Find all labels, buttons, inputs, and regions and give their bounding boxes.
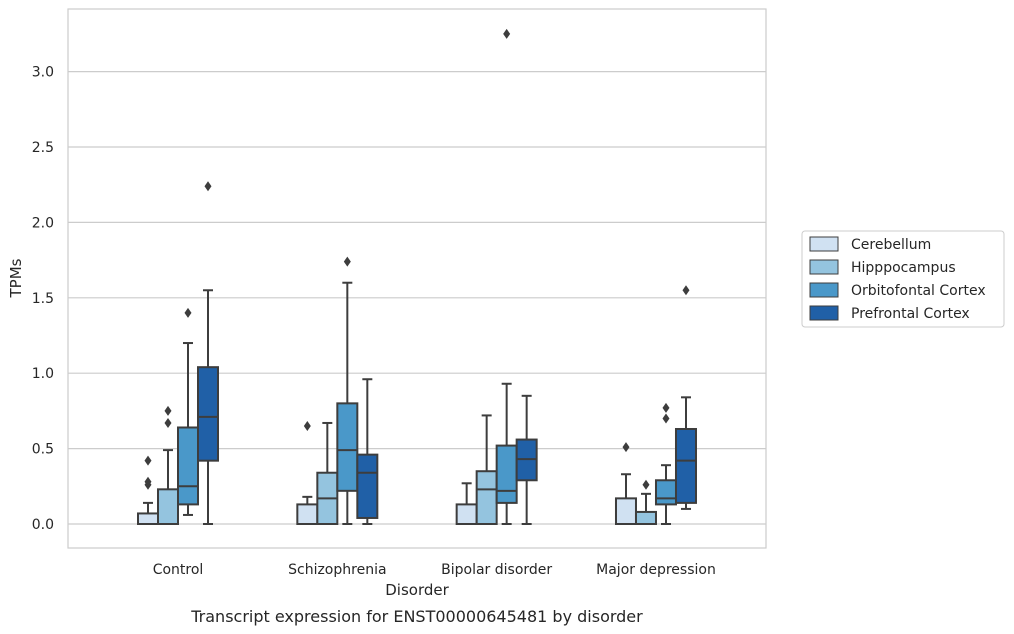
- y-tick-label: 2.5: [32, 140, 54, 156]
- box-body: [614, 497, 637, 526]
- x-axis-ticks: Control Schizophrenia Bipolar disorder Majo…: [153, 562, 716, 578]
- y-axis-title: TPMs: [7, 258, 25, 298]
- plot-frame: [67, 8, 767, 549]
- legend-entry: Cerebellum: [809, 236, 931, 253]
- box-body: [654, 479, 677, 506]
- outlier-point: [503, 28, 511, 39]
- legend-swatch: [809, 236, 839, 252]
- legend-entry: Prefrontal Cortex: [809, 305, 970, 322]
- outlier-point: [184, 307, 192, 318]
- y-tick-label: 3.0: [32, 65, 54, 81]
- box-body: [674, 427, 697, 504]
- outlier-point: [144, 476, 152, 487]
- box-3-1: [356, 378, 379, 525]
- box-body: [177, 426, 199, 506]
- legend-entry: Orbitofontal Cortex: [809, 282, 986, 299]
- box-2-2: [495, 28, 518, 525]
- y-tick-label: 0.0: [32, 517, 54, 533]
- box-body: [356, 453, 379, 519]
- box-2-0: [177, 307, 199, 516]
- outlier-point: [303, 420, 311, 431]
- outlier-point: [622, 442, 630, 453]
- outlier-point: [164, 417, 172, 428]
- legend-label: Prefrontal Cortex: [851, 306, 970, 322]
- box-body: [634, 510, 657, 526]
- legend-entry: Hipppocampus: [809, 259, 956, 276]
- box-0-3: [614, 442, 637, 526]
- box-1-2: [475, 414, 498, 525]
- x-tick-label: Bipolar disorder: [441, 562, 552, 578]
- legend-label: Hipppocampus: [851, 260, 956, 276]
- chart-caption: Transcript expression for ENST0000064548…: [190, 607, 643, 626]
- box-body: [197, 366, 219, 462]
- box-0-2: [455, 482, 478, 525]
- box-2-3: [654, 402, 677, 525]
- outlier-point: [682, 285, 690, 296]
- legend-swatch: [809, 259, 839, 275]
- outlier-point: [662, 402, 670, 413]
- box-0-0: [137, 455, 159, 525]
- x-tick-label: Major depression: [596, 562, 716, 578]
- y-axis-ticks: 0.0 0.5 1.0 1.5 2.0 2.5 3.0: [32, 65, 54, 533]
- box-1-1: [316, 421, 339, 525]
- y-tick-label: 1.0: [32, 366, 54, 382]
- box-3-2: [515, 394, 538, 525]
- outlier-point: [642, 479, 650, 490]
- outlier-point: [662, 413, 670, 424]
- box-2-1: [336, 256, 359, 525]
- legend: Cerebellum Hipppocampus Orbitofontal Corte…: [801, 230, 1005, 328]
- x-axis-title: Disorder: [385, 581, 449, 599]
- box-body: [137, 512, 159, 525]
- box-body: [336, 402, 359, 492]
- y-tick-label: 2.0: [32, 215, 54, 231]
- y-tick-label: 1.5: [32, 291, 54, 307]
- gridlines: [68, 70, 766, 525]
- x-tick-label: Control: [153, 562, 204, 578]
- legend-frame: [801, 230, 1005, 328]
- box-body: [157, 488, 179, 526]
- outlier-point: [204, 181, 212, 192]
- box-1-3: [634, 479, 657, 526]
- box-body: [455, 503, 478, 525]
- box-3-3: [674, 285, 697, 510]
- box-0-1: [296, 420, 319, 525]
- y-tick-label: 0.5: [32, 442, 54, 458]
- legend-swatch: [809, 305, 839, 321]
- outlier-point: [164, 405, 172, 416]
- box-body: [475, 470, 498, 525]
- legend-label: Orbitofontal Cortex: [851, 283, 986, 299]
- box-3-0: [197, 181, 219, 525]
- x-tick-label: Schizophrenia: [288, 562, 386, 578]
- outlier-point: [144, 455, 152, 466]
- outlier-point: [343, 256, 351, 267]
- boxes: [137, 28, 697, 526]
- box-body: [296, 503, 319, 525]
- box-body: [495, 444, 518, 504]
- legend-swatch: [809, 282, 839, 298]
- legend-label: Cerebellum: [851, 237, 931, 253]
- box-1-0: [157, 405, 179, 526]
